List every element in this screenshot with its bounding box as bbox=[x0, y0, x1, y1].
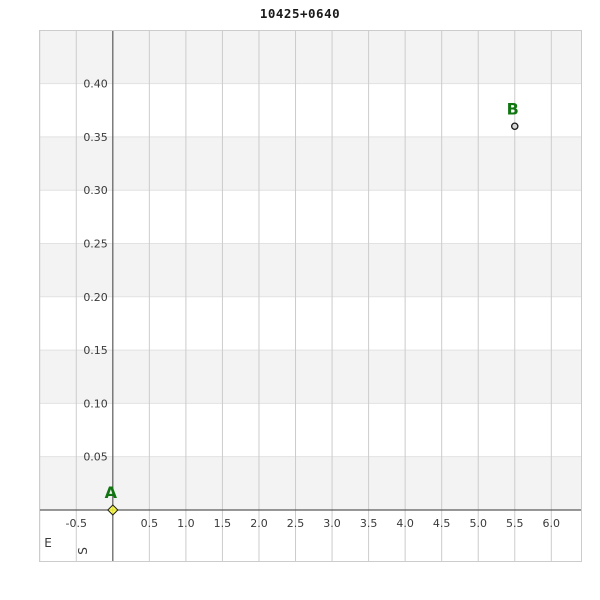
y-tick-label: 0.40 bbox=[83, 78, 108, 91]
y-axis-label: S bbox=[76, 547, 90, 555]
point-label-A: A bbox=[105, 483, 118, 502]
x-tick-label: -0.5 bbox=[66, 517, 87, 530]
background-band bbox=[39, 30, 582, 84]
x-tick-label: 5.5 bbox=[506, 517, 524, 530]
x-tick-label: 5.0 bbox=[469, 517, 487, 530]
y-tick-label: 0.30 bbox=[83, 184, 108, 197]
plot-border bbox=[39, 30, 582, 562]
y-tick-label: 0.35 bbox=[83, 131, 108, 144]
y-tick-label: 0.20 bbox=[83, 291, 108, 304]
background-band bbox=[39, 243, 582, 297]
background-band bbox=[39, 350, 582, 404]
point-marker-A bbox=[107, 504, 119, 516]
y-tick-label: 0.15 bbox=[83, 344, 108, 357]
x-tick-label: 3.0 bbox=[323, 517, 341, 530]
x-tick-label: 0.5 bbox=[141, 517, 159, 530]
x-tick-label: 1.0 bbox=[177, 517, 195, 530]
point-marker-B bbox=[511, 122, 519, 131]
x-tick-label: 2.0 bbox=[250, 517, 267, 530]
x-tick-label: 3.5 bbox=[360, 517, 378, 530]
x-tick-label: 4.5 bbox=[433, 517, 451, 530]
x-tick-label: 1.5 bbox=[214, 517, 232, 530]
y-tick-label: 0.25 bbox=[83, 238, 108, 251]
background-band bbox=[39, 136, 582, 191]
y-tick-label: 0.05 bbox=[83, 451, 108, 464]
background-band bbox=[39, 456, 582, 510]
x-tick-label: 4.0 bbox=[396, 517, 414, 530]
x-tick-label: 2.5 bbox=[287, 517, 305, 530]
chart-title: 10425+0640 bbox=[259, 6, 341, 21]
x-tick-label: 6.0 bbox=[543, 517, 561, 530]
point-label-B: B bbox=[507, 99, 519, 118]
plot-area: -0.5 0.5 1.0 1.5 2.0 2.5 3.0 3.5 4.0 4.5 5.0 5.5 6.0… bbox=[39, 30, 582, 562]
x-axis-label: E bbox=[44, 536, 52, 550]
y-tick-label: 0.10 bbox=[83, 397, 108, 410]
